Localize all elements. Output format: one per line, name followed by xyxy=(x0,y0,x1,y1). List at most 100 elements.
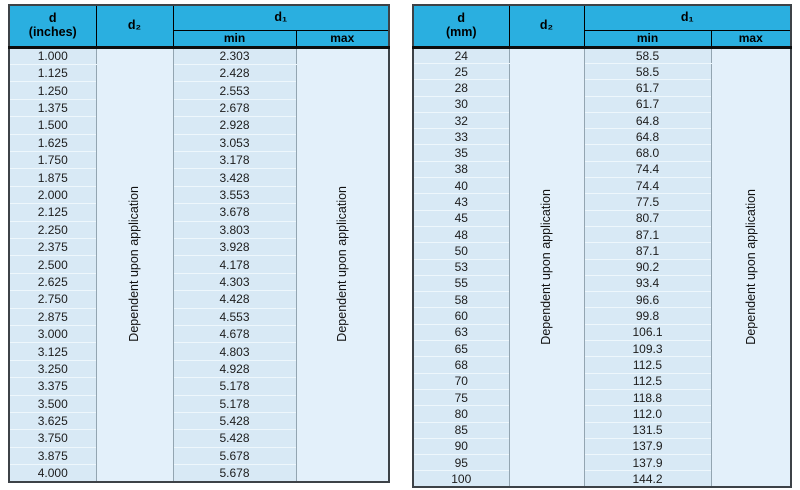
table-row: 30 61.7 xyxy=(412,96,791,113)
table-row: 3.875 5.678 xyxy=(8,447,389,466)
table-row: 2.750 4.428 xyxy=(8,290,389,309)
table-row: 55 93.4 xyxy=(412,275,791,293)
d1-min-value: 61.7 xyxy=(583,79,712,97)
d-value: 43 xyxy=(412,193,510,211)
d1-min-value: 3.553 xyxy=(172,186,297,205)
table-row: 58 96.6 xyxy=(412,291,791,309)
d1-min-value: 87.1 xyxy=(583,242,712,260)
table-row: 28 61.7 xyxy=(412,79,791,97)
d-value: 50 xyxy=(412,242,510,260)
d-value: 2.000 xyxy=(8,186,97,205)
table-row: 1.875 3.428 xyxy=(8,168,389,187)
spec-table-inches: d (inches) d₂ d₁ min max 1.000 Dependent … xyxy=(8,4,390,483)
d-value: 3.625 xyxy=(8,412,97,431)
d-value: 2.750 xyxy=(8,290,97,309)
d-value: 90 xyxy=(412,438,510,456)
d1-min-value: 4.303 xyxy=(172,273,297,292)
d-value: 2.625 xyxy=(8,273,97,292)
d-value: 2.125 xyxy=(8,203,97,222)
d1-min-value: 144.2 xyxy=(583,470,712,488)
table-row: 3.000 4.678 xyxy=(8,325,389,344)
d1-min-value: 2.428 xyxy=(172,64,297,83)
d-value: 33 xyxy=(412,128,510,146)
d-value: 63 xyxy=(412,324,510,342)
d1-min-value: 74.4 xyxy=(583,161,712,179)
table-row: 90 137.9 xyxy=(412,438,791,456)
d1-min-value: 5.428 xyxy=(172,429,297,448)
d1-min-value: 112.5 xyxy=(583,356,712,374)
d1-min-value: 5.178 xyxy=(172,377,297,396)
d-value: 3.250 xyxy=(8,360,97,379)
table-row: 25 58.5 xyxy=(412,63,791,81)
d1-min-value: 4.678 xyxy=(172,325,297,344)
d-unit-label: (inches) xyxy=(28,24,77,39)
d-value: 55 xyxy=(412,275,510,293)
table-row: 2.000 3.553 xyxy=(8,186,389,205)
d-value: 1.000 xyxy=(8,47,97,66)
d-value: 28 xyxy=(412,79,510,97)
table-row: 35 68.0 xyxy=(412,144,791,162)
d-value: 53 xyxy=(412,259,510,276)
table-row: 60 99.8 xyxy=(412,307,791,325)
d1-min-value: 2.303 xyxy=(172,47,297,66)
d-value: 1.750 xyxy=(8,151,97,170)
d-value: 1.625 xyxy=(8,134,97,153)
d-value: 3.375 xyxy=(8,377,97,396)
d1-min-value: 4.428 xyxy=(172,290,297,309)
table-row: 70 112.5 xyxy=(412,373,791,390)
table-body-mm: 24 Dependent upon application 58.5 Dependen… xyxy=(412,47,792,488)
d-value: 1.250 xyxy=(8,81,97,100)
d-value: 80 xyxy=(412,405,510,423)
d1-min-value: 90.2 xyxy=(583,259,712,276)
column-header-min: min xyxy=(583,29,712,48)
d-value: 3.875 xyxy=(8,447,97,466)
column-header-d2: d₂ xyxy=(95,4,174,48)
table-row: 2.625 4.303 xyxy=(8,273,389,292)
table-row: 48 87.1 xyxy=(412,226,791,244)
column-header-d1: d₁ xyxy=(172,4,390,31)
d-value: 85 xyxy=(412,422,510,439)
d-value: 2.250 xyxy=(8,221,97,239)
column-header-d: d (mm) xyxy=(412,4,510,48)
table-row: 63 106.1 xyxy=(412,324,791,342)
table-row: 43 77.5 xyxy=(412,193,791,211)
d1-min-value: 87.1 xyxy=(583,226,712,244)
d-value: 100 xyxy=(412,470,510,488)
d-value: 95 xyxy=(412,454,510,472)
table-row: 95 137.9 xyxy=(412,454,791,472)
d1-min-value: 109.3 xyxy=(583,340,712,358)
d1-min-value: 3.428 xyxy=(172,168,297,187)
d-value: 38 xyxy=(412,161,510,179)
d2-note: Dependent upon application xyxy=(539,188,554,345)
d-value: 70 xyxy=(412,373,510,390)
d-label: d xyxy=(48,11,57,26)
table-row: 68 112.5 xyxy=(412,356,791,374)
d-label: d xyxy=(457,11,466,26)
d1-min-value: 3.178 xyxy=(172,151,297,170)
table-row: 1.500 2.928 xyxy=(8,116,389,135)
table-row: 1.750 3.178 xyxy=(8,151,389,170)
d2-merged-cell: Dependent upon application xyxy=(95,47,174,483)
d1-min-value: 137.9 xyxy=(583,438,712,456)
table-row: 65 109.3 xyxy=(412,340,791,358)
d-value: 35 xyxy=(412,144,510,162)
d-value: 68 xyxy=(412,356,510,374)
d1-min-value: 61.7 xyxy=(583,96,712,113)
d-value: 1.375 xyxy=(8,99,97,118)
d1-min-value: 4.553 xyxy=(172,308,297,326)
d-value: 30 xyxy=(412,96,510,113)
d-value: 40 xyxy=(412,177,510,195)
d-value: 2.375 xyxy=(8,238,97,257)
d-value: 60 xyxy=(412,307,510,325)
d1-min-value: 3.678 xyxy=(172,203,297,222)
table-row: 2.500 4.178 xyxy=(8,255,389,274)
table-row: 3.500 5.178 xyxy=(8,395,389,413)
d-value: 3.500 xyxy=(8,395,97,413)
d-value: 48 xyxy=(412,226,510,244)
table-row: 2.125 3.678 xyxy=(8,203,389,222)
table-row: 1.250 2.553 xyxy=(8,81,389,100)
table-row: 85 131.5 xyxy=(412,422,791,439)
d-value: 2.500 xyxy=(8,255,97,274)
table-row: 24 Dependent upon application 58.5 Dependen… xyxy=(412,47,792,488)
